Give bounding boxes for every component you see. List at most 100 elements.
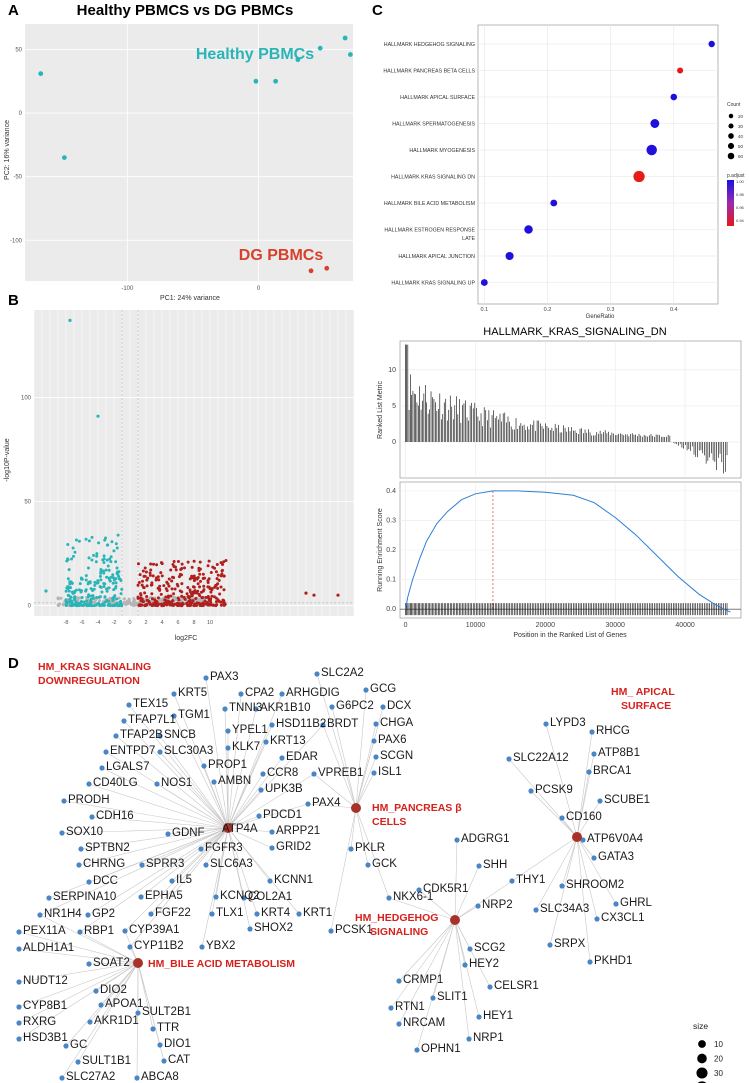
network-gene-node	[16, 1004, 22, 1010]
volcano-point	[190, 601, 194, 605]
volcano-point	[165, 599, 169, 603]
gsea-plot: HALLMARK_KRAS_SIGNALING_DN 10 5 0 0.4 0.3 0.2…	[377, 326, 742, 639]
volcano-point	[111, 573, 115, 577]
network-pathway-label: HM_BILE ACID METABOLISM	[148, 958, 295, 970]
volcano-y-label: -log10P-value	[4, 438, 11, 481]
network-edge	[48, 827, 229, 899]
network-gene-label: THY1	[516, 874, 545, 886]
network-gene-label: ISL1	[378, 766, 402, 778]
network-gene-label: SULT1B1	[82, 1055, 131, 1067]
network-gene-node	[589, 729, 595, 735]
volcano-point-outlier	[96, 414, 100, 418]
volcano-point	[105, 558, 109, 562]
volcano-point	[209, 571, 213, 575]
network-edge	[322, 724, 357, 809]
network-gene-label: AKR1B10	[260, 702, 311, 714]
network-edge	[355, 807, 369, 866]
dotplot-size-legend-dot	[727, 142, 735, 150]
network-edge	[88, 783, 229, 829]
network-gene-node	[559, 815, 565, 821]
volcano-point	[97, 541, 101, 545]
volcano-point	[180, 594, 184, 598]
network-gene-label: TEX15	[133, 698, 168, 710]
network-gene-node	[59, 1075, 65, 1081]
volcano-point	[107, 586, 111, 590]
volcano-point	[175, 601, 179, 605]
volcano-point	[128, 601, 132, 605]
network-gene-label: HSD3B1	[23, 1032, 68, 1044]
volcano-point	[84, 578, 88, 582]
network-edge	[355, 723, 377, 809]
network-pathway-label: HM_PANCREAS β	[372, 802, 462, 814]
volcano-point	[107, 577, 111, 581]
volcano-point	[114, 542, 118, 546]
network-gene-node	[99, 765, 105, 771]
volcano-point	[202, 588, 206, 592]
volcano-point	[219, 603, 223, 607]
network-gene-node	[363, 687, 369, 693]
network-edge	[124, 827, 229, 932]
volcano-point	[205, 601, 209, 605]
network-gene-label: NOS1	[161, 777, 192, 789]
network-gene-label: TFAP2B	[120, 729, 163, 741]
network-gene-node	[46, 895, 52, 901]
network-gene-label: GCG	[370, 683, 396, 695]
dotplot-category-label: HALLMARK BILE ACID METABOLISM	[384, 201, 475, 207]
network-edge	[454, 839, 458, 921]
volcano-point	[92, 553, 96, 557]
network-gene-node	[253, 706, 259, 712]
network-hub-node	[351, 803, 361, 813]
network-gene-label: SCG2	[474, 942, 505, 954]
network-gene-node	[16, 929, 22, 935]
dotplot-point	[646, 144, 657, 156]
network-gene-node	[388, 1005, 394, 1011]
volcano-point	[217, 578, 221, 582]
network-gene-node	[386, 895, 392, 901]
network-edge	[79, 827, 229, 933]
volcano-point	[107, 568, 111, 572]
volcano-point	[210, 594, 214, 598]
volcano-point	[114, 560, 118, 564]
network-gene-node	[203, 862, 209, 868]
volcano-point	[84, 589, 88, 593]
network-edge	[355, 689, 367, 809]
network-gene-node	[348, 846, 354, 852]
network-edge	[159, 735, 229, 829]
network-size-legend-dot	[697, 1053, 707, 1064]
volcano-point	[85, 599, 89, 603]
pca-point	[38, 71, 44, 77]
network-size-legend-label: 30	[714, 1069, 723, 1078]
volcano-point	[203, 599, 207, 603]
volcano-y-tick-label: 50	[24, 500, 31, 506]
network-gene-node	[613, 901, 619, 907]
network-edge	[416, 919, 456, 1051]
network-gene-label: SCGN	[380, 750, 413, 762]
network-gene-label: KCNN1	[274, 874, 313, 886]
network-gene-label: SERPINA10	[53, 891, 116, 903]
volcano-point-outlier	[44, 589, 48, 593]
network-edge	[87, 827, 229, 916]
network-gene-label: AMBN	[218, 775, 251, 787]
dotplot-size-legend-label: 50	[738, 144, 744, 149]
network-edge	[211, 827, 229, 915]
network-gene-label: GDNF	[172, 827, 205, 839]
dotplot-category-label: HALLMARK APICAL JUNCTION	[398, 254, 475, 260]
dotplot-size-legend-dot	[728, 113, 734, 119]
volcano-point	[90, 535, 94, 539]
panel-label-d: D	[8, 655, 19, 672]
panel-label-a: A	[8, 2, 19, 19]
network-gene-node	[591, 855, 597, 861]
network-gene-label: CYP8B1	[23, 1000, 67, 1012]
volcano-point	[178, 572, 182, 576]
volcano-point	[190, 593, 194, 597]
gsea-es-tick-label: 0.3	[386, 517, 396, 524]
network-edge	[227, 827, 273, 849]
volcano-point	[56, 603, 60, 607]
volcano-point	[176, 584, 180, 588]
network-edge	[350, 807, 357, 850]
network-gene-label: TNNI3	[229, 702, 262, 714]
pca-x-label: PC1: 24% variance	[160, 295, 220, 302]
volcano-point	[115, 566, 119, 570]
pca-y-tick-label: -100	[10, 238, 23, 244]
dotplot-category-label: HALLMARK KRAS SIGNALING UP	[391, 281, 475, 287]
